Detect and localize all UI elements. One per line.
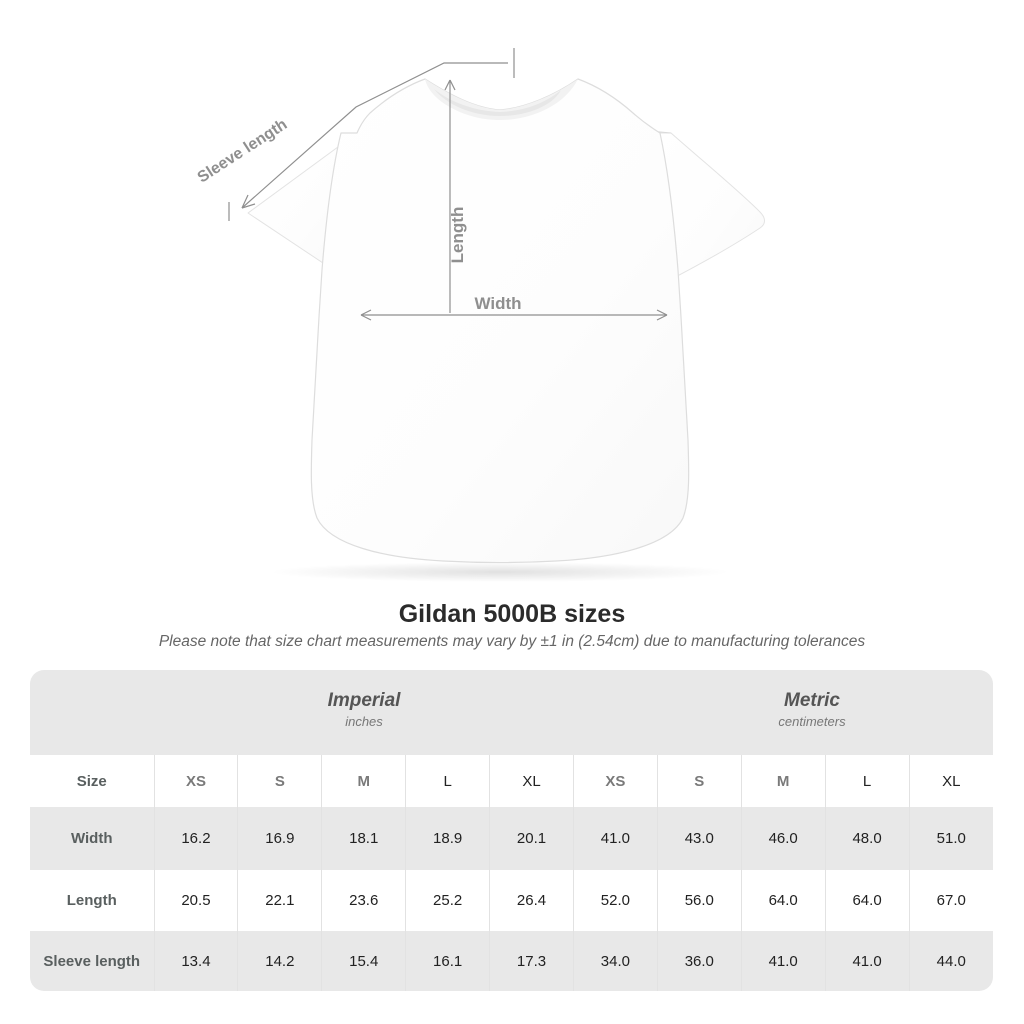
svg-text:Width: Width — [474, 294, 521, 313]
svg-text:Length: Length — [448, 207, 467, 264]
svg-text:Sleeve length: Sleeve length — [195, 116, 291, 186]
